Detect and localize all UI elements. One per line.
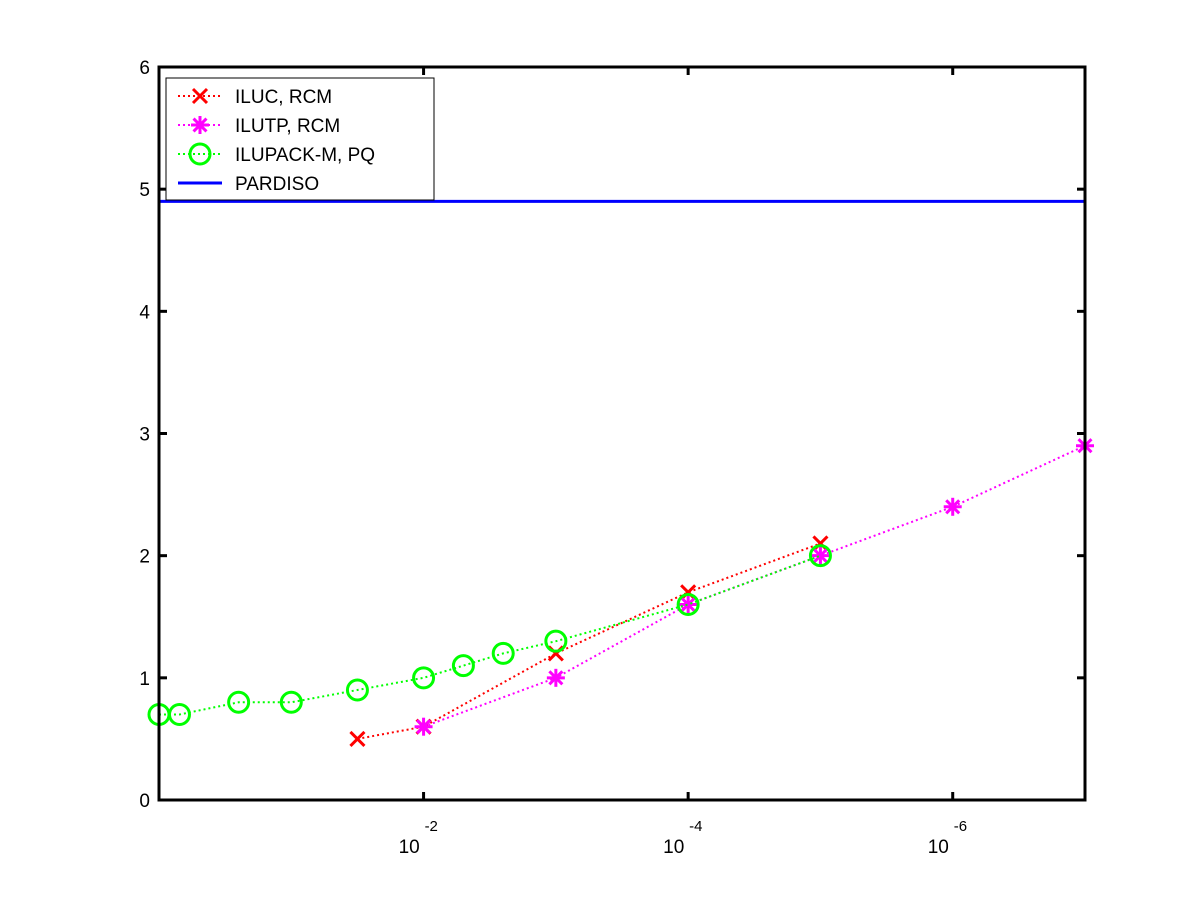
data-point bbox=[345, 678, 369, 702]
data-point bbox=[544, 629, 568, 653]
series-line bbox=[357, 542, 821, 740]
marker-circle-shape bbox=[451, 654, 475, 678]
marker-asterisk-stroke bbox=[812, 548, 828, 564]
marker-x-stroke bbox=[191, 87, 209, 105]
legend-label: ILUTP, RCM bbox=[235, 116, 340, 137]
y-tick-label: 6 bbox=[139, 58, 150, 79]
legend-entry: PARDISO bbox=[178, 174, 319, 195]
x-tick-label-base: 10 bbox=[399, 837, 420, 858]
data-point bbox=[412, 666, 436, 690]
marker-circle-shape bbox=[279, 690, 303, 714]
y-tick-label: 3 bbox=[139, 425, 150, 446]
data-point bbox=[227, 690, 251, 714]
marker-circle-shape bbox=[544, 629, 568, 653]
marker-x-stroke bbox=[349, 730, 366, 747]
x-tick-label-exponent: -6 bbox=[954, 818, 967, 835]
legend-label: ILUC, RCM bbox=[235, 87, 332, 108]
data-point bbox=[546, 668, 565, 687]
legend-entry: ILUPACK-M, PQ bbox=[178, 142, 375, 166]
data-point bbox=[811, 546, 830, 565]
data-point bbox=[943, 497, 962, 516]
marker-circle-shape bbox=[676, 593, 700, 617]
x-tick-label-exponent: -2 bbox=[425, 818, 438, 835]
marker-circle-shape bbox=[227, 690, 251, 714]
legend-entry: ILUTP, RCM bbox=[178, 116, 340, 137]
data-point bbox=[414, 717, 433, 736]
y-tick-label: 5 bbox=[139, 180, 150, 201]
data-point bbox=[279, 690, 303, 714]
legend: ILUC, RCM ILUTP, RCM ILUPACK-M, PQ PARDISO bbox=[165, 77, 435, 201]
legend-label: PARDISO bbox=[235, 174, 319, 195]
legend-box bbox=[165, 77, 435, 201]
plot-frame bbox=[157, 65, 1087, 802]
marker-circle-shape bbox=[188, 142, 212, 166]
data-point bbox=[679, 595, 698, 614]
marker-circle-shape bbox=[412, 666, 436, 690]
data-point bbox=[491, 641, 515, 665]
data-point bbox=[167, 702, 191, 726]
y-tick-label: 1 bbox=[139, 669, 150, 690]
legend-marker bbox=[191, 116, 209, 134]
y-tick-label: 2 bbox=[139, 547, 150, 568]
series-line bbox=[159, 554, 821, 716]
legend-entry: ILUC, RCM bbox=[178, 87, 332, 108]
legend-marker bbox=[191, 87, 209, 105]
marker-asterisk-stroke bbox=[680, 596, 696, 613]
legend-label: ILUPACK-M, PQ bbox=[235, 145, 375, 166]
marker-circle-shape bbox=[345, 678, 369, 702]
marker-circle-shape bbox=[808, 544, 832, 568]
marker-circle-shape bbox=[167, 702, 191, 726]
marker-asterisk-stroke bbox=[945, 499, 961, 515]
x-tick-label-base: 10 bbox=[928, 837, 949, 858]
data-point bbox=[676, 593, 700, 617]
marker-circle-shape bbox=[491, 641, 515, 665]
x-tick-label-base: 10 bbox=[663, 837, 684, 858]
marker-asterisk-stroke bbox=[548, 670, 564, 686]
data-point bbox=[808, 544, 832, 568]
series-ilupack-m-pq bbox=[147, 544, 832, 726]
y-tick-label: 4 bbox=[139, 302, 150, 323]
x-tick-label-exponent: -4 bbox=[689, 818, 702, 835]
data-point bbox=[349, 730, 366, 747]
marker-asterisk-stroke bbox=[416, 719, 432, 735]
data-point bbox=[451, 654, 475, 678]
y-tick-label: 0 bbox=[139, 791, 150, 812]
legend-marker bbox=[188, 142, 212, 166]
marker-asterisk-stroke bbox=[192, 117, 208, 133]
